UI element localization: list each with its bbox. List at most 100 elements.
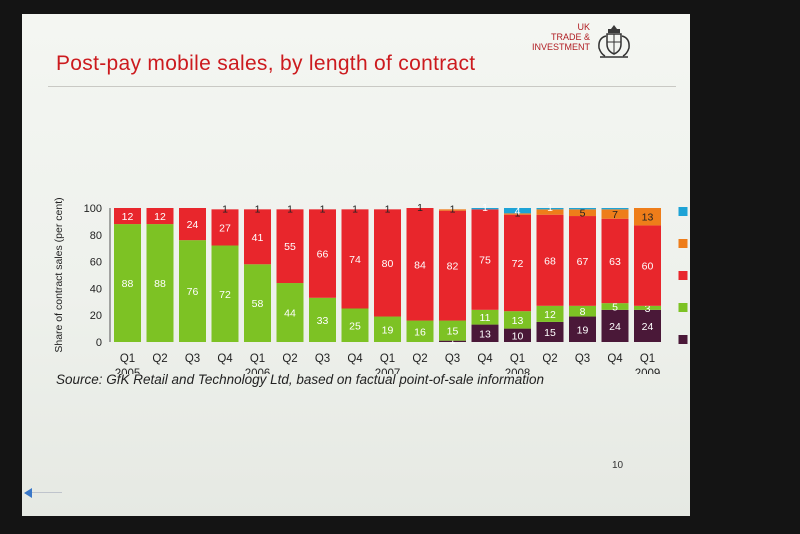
bar-segment	[374, 209, 401, 317]
bar-segment	[471, 208, 499, 210]
data-label: 84	[414, 259, 426, 271]
data-label: 16	[414, 326, 426, 338]
data-label: 24	[609, 321, 621, 333]
y-axis-title: Share of contract sales (per cent)	[53, 197, 65, 352]
logo-text-line-1: TRADE &	[550, 32, 590, 42]
x-tick-label: Q2	[412, 353, 427, 365]
bar-segment	[504, 208, 531, 214]
y-tick-label: 20	[90, 310, 102, 322]
data-label: 63	[609, 256, 621, 268]
y-tick-label: 60	[90, 257, 102, 269]
logo-text-line-2: INVESTMENT	[531, 42, 590, 52]
data-label: 41	[252, 232, 264, 244]
data-label: 1	[320, 203, 326, 215]
x-tick-label: Q3	[185, 353, 200, 365]
data-label: 24	[187, 219, 199, 231]
back-arrow-icon[interactable]	[24, 488, 32, 498]
data-label: 67	[577, 256, 589, 268]
data-label: 5	[612, 301, 618, 313]
data-label: 74	[349, 254, 361, 266]
bar-segment	[536, 209, 564, 215]
bar-segment	[439, 340, 466, 342]
bar-segment	[114, 224, 141, 342]
x-tick-year: 2008	[505, 368, 531, 374]
bar-segment	[634, 305, 661, 310]
x-tick-label: Q4	[347, 353, 363, 365]
bar-segment	[601, 303, 629, 310]
legend-swatch	[678, 271, 688, 280]
data-label: 1	[287, 203, 293, 215]
y-tick-label: 80	[90, 230, 102, 242]
data-label: 1	[255, 203, 261, 215]
bar-segment	[276, 209, 304, 284]
data-label: 1	[352, 203, 358, 215]
data-label: 75	[479, 255, 491, 267]
bar-segment	[179, 240, 206, 342]
x-tick-year: 2005	[115, 368, 141, 374]
legend-swatch	[678, 303, 688, 312]
title-divider	[48, 86, 676, 87]
data-label: 12	[122, 211, 134, 223]
data-label: 27	[219, 222, 231, 234]
bar-segment	[211, 209, 239, 246]
data-label: 13	[512, 315, 524, 327]
data-label: 3	[645, 303, 651, 315]
data-label: 13	[479, 328, 491, 340]
x-tick-label: Q1	[120, 353, 135, 365]
x-tick-label: Q3	[575, 353, 590, 365]
data-label: 44	[284, 308, 296, 320]
data-label: 13	[642, 212, 654, 224]
data-label: 76	[187, 286, 199, 298]
bar-segment	[439, 320, 466, 341]
data-label: 1	[547, 202, 553, 214]
x-tick-label: Q3	[315, 353, 330, 365]
data-label: 68	[544, 255, 556, 267]
y-tick-label: 0	[96, 337, 102, 349]
data-label: 5	[580, 208, 586, 220]
data-label: 15	[447, 326, 459, 338]
data-label: 1	[222, 203, 228, 215]
data-label: 58	[252, 298, 264, 310]
data-label: 33	[317, 315, 329, 327]
source-note: Source: GfK Retail and Technology Ltd, b…	[56, 372, 545, 387]
bar-segment	[244, 209, 271, 265]
bar-segment	[536, 321, 564, 342]
data-label: 12	[544, 309, 556, 321]
bar-segment	[536, 208, 564, 210]
bar-segment	[471, 209, 499, 310]
y-tick-label: 40	[90, 283, 102, 295]
data-label: 19	[382, 324, 394, 336]
uk-trade-investment-logo: UK TRADE & INVESTMENT	[528, 20, 638, 70]
data-label: 1	[482, 202, 488, 214]
bar-segment	[601, 309, 629, 342]
data-label: 82	[447, 261, 459, 273]
x-tick-year: 2009	[635, 368, 661, 374]
bar-segment	[341, 308, 369, 342]
bar-segment	[504, 311, 531, 329]
legend-swatch	[678, 335, 688, 344]
slide-title: Post-pay mobile sales, by length of cont…	[56, 52, 476, 75]
bar-segment	[601, 209, 629, 219]
data-label: 4	[515, 206, 521, 218]
data-label: 12	[154, 211, 166, 223]
slide: UK TRADE & INVESTMENT Post-pay mobile sale…	[22, 14, 690, 516]
data-label: 10	[512, 330, 524, 342]
bar-segment	[211, 245, 239, 342]
x-tick-label: Q2	[152, 353, 167, 365]
x-tick-label: Q1	[380, 353, 395, 365]
data-label: 1	[417, 202, 423, 214]
legend-swatch	[678, 239, 688, 248]
data-label: 72	[512, 258, 524, 270]
bar-segment	[569, 305, 596, 317]
x-tick-year: 2007	[375, 368, 401, 374]
x-tick-label: Q2	[282, 353, 297, 365]
data-label: 1	[385, 203, 391, 215]
slide-nav-bar	[32, 492, 62, 493]
bar-segment	[634, 225, 661, 306]
x-tick-label: Q4	[607, 353, 623, 365]
bar-segment	[569, 209, 596, 217]
bar-segment	[146, 224, 174, 342]
data-label: 7	[612, 209, 618, 221]
bar-segment	[569, 316, 596, 342]
x-tick-year: 2006	[245, 368, 271, 374]
